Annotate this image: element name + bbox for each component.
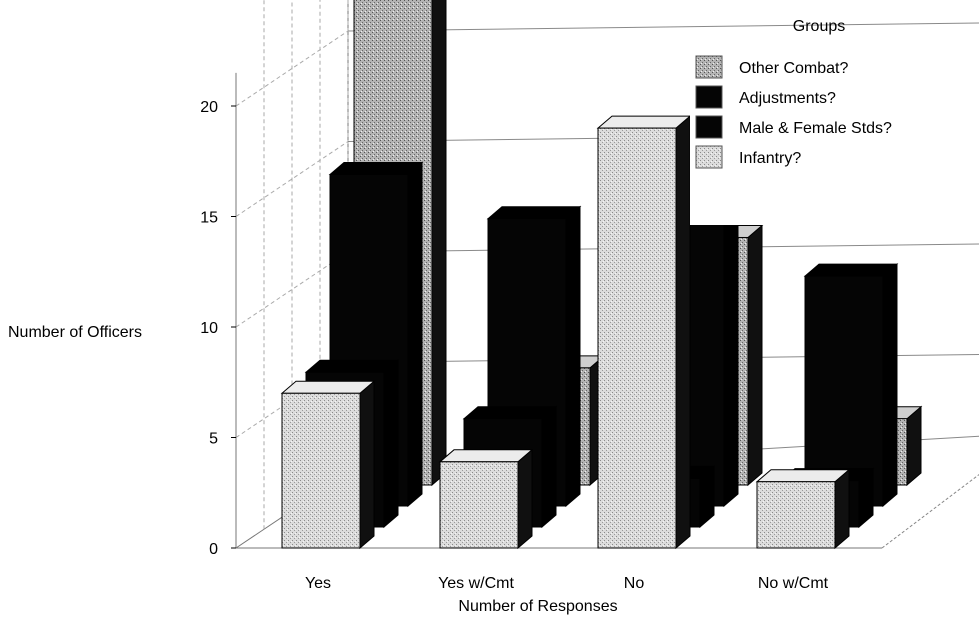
y-tick-label: 10 (200, 320, 218, 337)
bar-side (407, 161, 423, 508)
x-tick-label: No w/Cmt (758, 575, 829, 592)
gridline-left (235, 251, 349, 328)
legend-label: Male & Female Stds? (739, 120, 892, 137)
y-tick-label: 5 (209, 431, 218, 448)
y-tick-label: 0 (209, 541, 218, 558)
bar-side (834, 468, 850, 550)
bar-side (747, 224, 763, 487)
bar-top (438, 449, 534, 463)
y-tick-label: 15 (200, 210, 218, 227)
bar-front (281, 392, 361, 549)
bars (280, 0, 923, 550)
legend-title: Groups (793, 18, 845, 35)
legend-label: Other Combat? (739, 60, 848, 77)
bar (280, 380, 376, 550)
x-tick-label: Yes (305, 575, 331, 592)
y-axis-label: Number of Officers (8, 324, 142, 341)
gridline-left (235, 141, 349, 217)
bar-top (304, 359, 400, 373)
y-tick-label: 20 (200, 99, 218, 116)
x-tick-label: No (624, 575, 645, 592)
bar-side (541, 405, 557, 529)
gridline-back (347, 22, 979, 32)
bar-side (723, 183, 739, 508)
bar (596, 115, 692, 550)
bar-side (675, 115, 691, 550)
bar-front (597, 127, 677, 549)
bar-side (383, 359, 399, 529)
bar-top (462, 406, 558, 420)
bar-top (803, 263, 899, 277)
bar (438, 448, 534, 550)
bar-top (596, 115, 692, 129)
x-axis-label: Number of Responses (458, 598, 617, 615)
bar-front (439, 461, 519, 549)
bar-top (486, 206, 582, 220)
bar-side (565, 205, 581, 508)
bar-top (328, 162, 424, 175)
axes: 0 5 10 15 20 Yes Yes w/Cmt No No w/Cmt (200, 72, 829, 592)
bar-front (756, 481, 836, 549)
legend-swatch (695, 145, 723, 169)
floor-right-edge (881, 473, 979, 549)
legend-label: Infantry? (739, 150, 801, 167)
legend-label: Adjustments? (739, 90, 836, 107)
legend-swatch (695, 85, 723, 109)
legend: Groups Other Combat? Adjustments? Male & Fe… (690, 18, 979, 225)
legend-swatch (695, 115, 723, 139)
bar-front (804, 275, 884, 507)
gridline-left (235, 30, 349, 107)
bar-side (906, 405, 922, 487)
legend-swatch (695, 55, 723, 79)
bar-top (280, 380, 376, 394)
bar-side (431, 0, 447, 487)
bar-side (359, 380, 375, 550)
bar (755, 468, 851, 550)
bar-side (882, 263, 898, 508)
bar-side (517, 448, 533, 550)
bar-top (755, 469, 851, 483)
legend-background (690, 45, 979, 225)
bar (803, 263, 899, 508)
x-tick-label: Yes w/Cmt (438, 575, 514, 592)
